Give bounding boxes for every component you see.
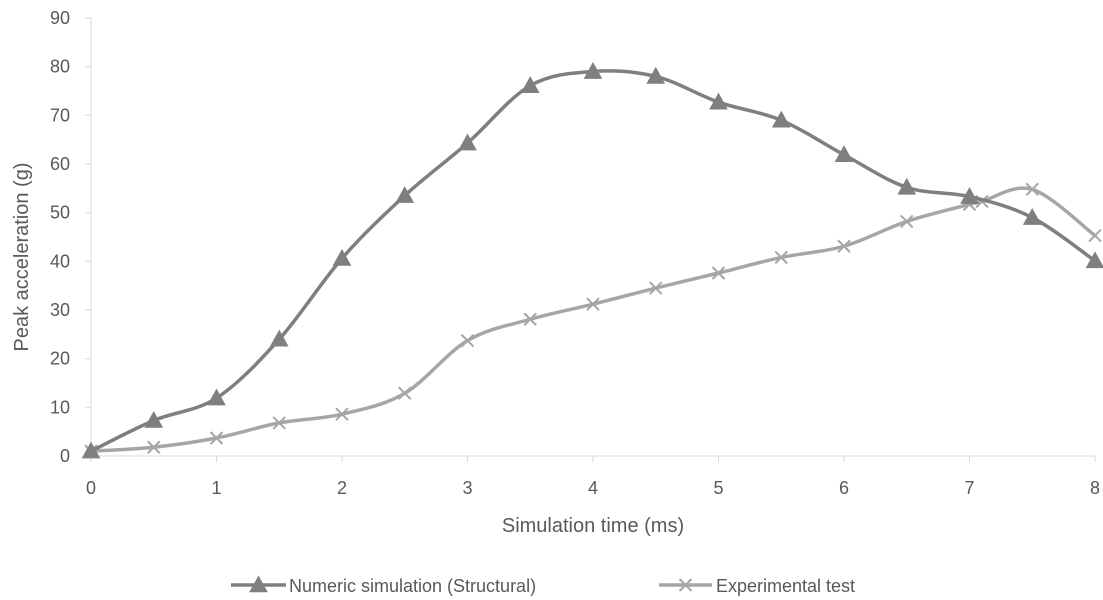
y-tick-label: 60 xyxy=(50,154,70,174)
legend-label: Numeric simulation (Structural) xyxy=(289,576,536,596)
data-point xyxy=(900,214,914,229)
data-point xyxy=(335,407,349,421)
x-tick-labels: 0 1 2 3 4 5 6 7 8 xyxy=(86,478,1100,498)
data-point xyxy=(147,440,161,454)
data-point xyxy=(837,239,851,253)
data-point xyxy=(144,410,164,428)
x-tick-label: 4 xyxy=(588,478,598,498)
data-point xyxy=(398,386,412,400)
y-tick-label: 0 xyxy=(60,446,70,466)
data-point xyxy=(520,76,540,93)
data-point xyxy=(834,145,854,163)
data-point xyxy=(1088,228,1102,243)
x-tick-label: 0 xyxy=(86,478,96,498)
y-axis-title: Peak acceleration (g) xyxy=(11,163,33,352)
data-point xyxy=(709,92,728,110)
y-tick-label: 50 xyxy=(50,203,70,223)
legend-marker xyxy=(249,575,268,593)
y-tick-label: 20 xyxy=(50,349,70,369)
data-point xyxy=(395,186,415,203)
axes xyxy=(85,17,1096,462)
data-point xyxy=(774,250,788,265)
data-point xyxy=(1022,208,1042,225)
data-point xyxy=(586,297,600,311)
data-point xyxy=(209,431,224,445)
series-layer xyxy=(81,62,1103,459)
data-point xyxy=(897,177,917,195)
data-point xyxy=(711,266,726,280)
data-point xyxy=(81,441,101,459)
legend-label: Experimental test xyxy=(716,576,855,596)
x-tick-label: 6 xyxy=(839,478,849,498)
data-point xyxy=(1085,251,1103,269)
series-numeric-simulation xyxy=(81,62,1103,459)
series-experimental-test xyxy=(84,182,1102,458)
data-point xyxy=(583,62,603,79)
data-point xyxy=(458,133,477,151)
data-point xyxy=(269,329,289,347)
data-point xyxy=(960,187,979,204)
data-point xyxy=(646,66,666,84)
data-point xyxy=(523,312,537,326)
legend: Numeric simulation (Structural) Experimen… xyxy=(231,575,855,596)
y-tick-labels: 0 10 20 30 40 50 60 70 80 90 xyxy=(50,8,70,466)
data-point xyxy=(272,416,286,430)
y-tick-label: 80 xyxy=(50,57,70,77)
data-point xyxy=(332,248,352,266)
data-point xyxy=(460,333,475,348)
y-tick-label: 30 xyxy=(50,300,70,320)
x-tick-label: 7 xyxy=(964,478,974,498)
data-point xyxy=(207,388,226,406)
x-tick-label: 5 xyxy=(713,478,723,498)
x-tick-label: 3 xyxy=(462,478,472,498)
y-tick-label: 90 xyxy=(50,8,70,28)
series-line xyxy=(89,69,1097,453)
legend-item: Numeric simulation (Structural) xyxy=(231,575,536,596)
y-tick-label: 10 xyxy=(50,397,70,417)
legend-marker xyxy=(678,578,693,592)
data-point xyxy=(649,281,663,295)
y-tick-label: 40 xyxy=(50,251,70,271)
data-point xyxy=(1025,182,1039,197)
data-point xyxy=(771,110,791,128)
x-tick-label: 8 xyxy=(1090,478,1100,498)
legend-item: Experimental test xyxy=(659,576,855,596)
x-tick-label: 1 xyxy=(211,478,221,498)
x-axis-title: Simulation time (ms) xyxy=(502,515,684,537)
x-tick-label: 2 xyxy=(337,478,347,498)
series-line xyxy=(89,186,1097,453)
y-tick-label: 70 xyxy=(50,105,70,125)
